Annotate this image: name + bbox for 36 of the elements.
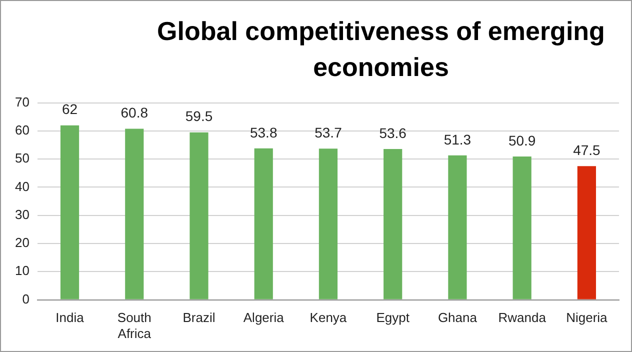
y-tick-label: 10 xyxy=(14,263,30,278)
y-tick-label: 70 xyxy=(14,94,30,110)
bar xyxy=(125,128,144,300)
x-tick-label: South Africa xyxy=(117,310,152,341)
bar xyxy=(318,148,338,300)
x-tick-label: Ghana xyxy=(438,310,478,326)
x-tick-label: Brazil xyxy=(182,310,216,326)
bar xyxy=(577,166,596,300)
x-tick-label: Nigeria xyxy=(566,310,608,326)
bar xyxy=(512,156,532,300)
data-label: 53.8 xyxy=(250,124,278,140)
chart-title: Global competitiveness of emerging economies xyxy=(156,15,606,84)
x-tick-label: India xyxy=(56,310,85,326)
data-label: 59.5 xyxy=(185,108,213,124)
data-label: 51.3 xyxy=(444,131,472,148)
data-label: 50.9 xyxy=(508,132,536,148)
data-label: 47.5 xyxy=(573,142,601,158)
data-label: 53.6 xyxy=(379,124,407,141)
bar xyxy=(60,125,80,300)
bar xyxy=(448,155,467,300)
bar xyxy=(254,148,273,300)
y-tick-label: 50 xyxy=(14,150,30,166)
data-label: 53.7 xyxy=(314,124,342,141)
x-tick-label: Egypt xyxy=(376,310,410,326)
x-tick-label: Kenya xyxy=(310,310,348,326)
x-tick-label: Algeria xyxy=(243,310,285,326)
y-tick-label: 30 xyxy=(14,206,30,222)
y-tick-label: 40 xyxy=(14,178,30,194)
x-tick-label: Rwanda xyxy=(498,310,547,326)
y-tick-label: 0 xyxy=(22,291,30,306)
bar xyxy=(190,132,208,300)
bar xyxy=(384,148,402,300)
data-label: 60.8 xyxy=(120,104,148,121)
data-label: 62 xyxy=(62,101,78,118)
y-tick-label: 60 xyxy=(14,122,30,138)
y-tick-label: 20 xyxy=(14,235,30,250)
